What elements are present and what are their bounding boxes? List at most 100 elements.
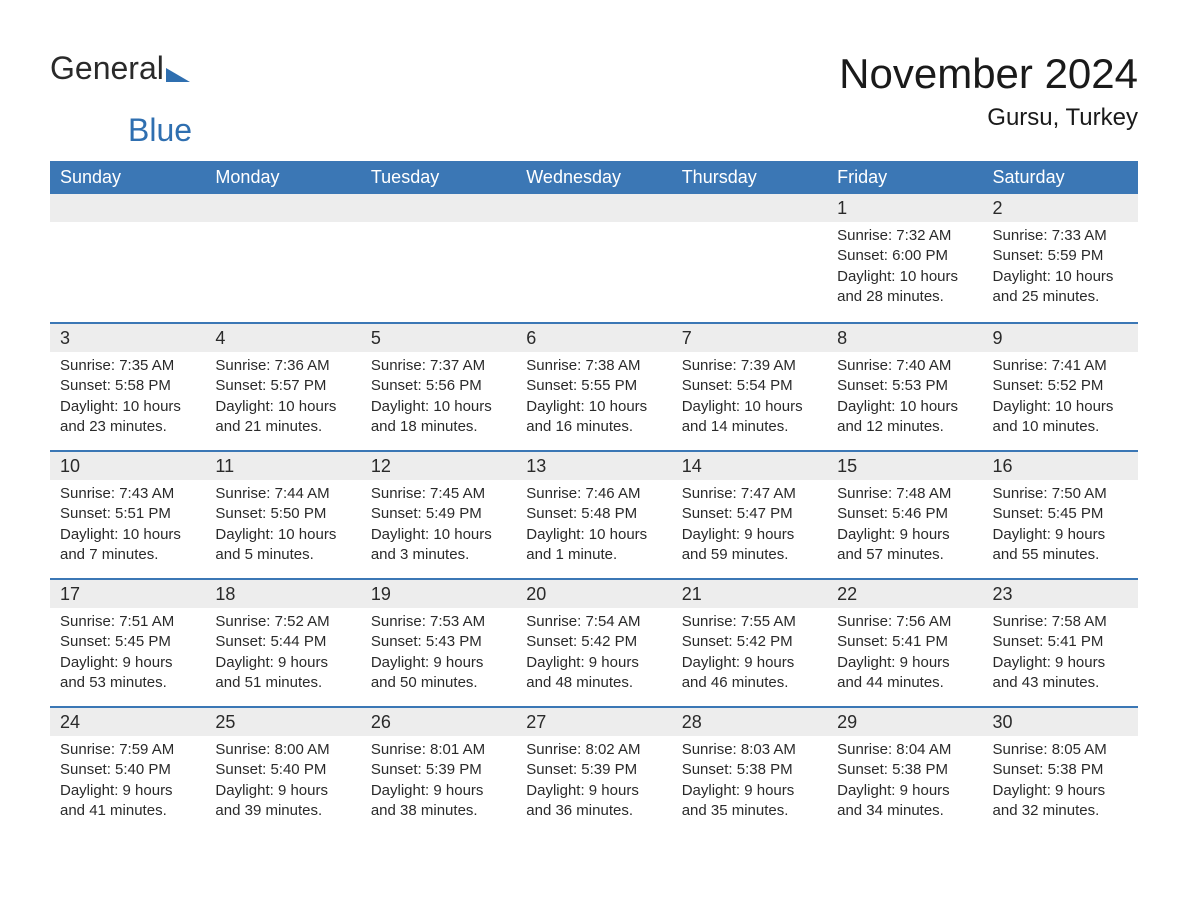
location-label: Gursu, Turkey	[839, 104, 1138, 132]
calendar-day-cell	[672, 194, 827, 322]
calendar-day-cell: 27Sunrise: 8:02 AMSunset: 5:39 PMDayligh…	[516, 706, 671, 834]
day-details: Sunrise: 8:04 AMSunset: 5:38 PMDaylight:…	[827, 736, 982, 827]
day-details: Sunrise: 7:41 AMSunset: 5:52 PMDaylight:…	[983, 352, 1138, 443]
calendar-day-cell	[516, 194, 671, 322]
empty-day-body	[361, 222, 516, 232]
calendar-day-cell: 7Sunrise: 7:39 AMSunset: 5:54 PMDaylight…	[672, 322, 827, 450]
sunset-line: Sunset: 6:00 PM	[837, 246, 972, 266]
day-details: Sunrise: 7:58 AMSunset: 5:41 PMDaylight:…	[983, 608, 1138, 699]
sunset-line: Sunset: 5:47 PM	[682, 504, 817, 524]
brand-triangle-icon	[166, 68, 190, 82]
calendar-table: Sunday Monday Tuesday Wednesday Thursday…	[50, 161, 1138, 834]
day-number: 9	[983, 322, 1138, 352]
day-details: Sunrise: 7:44 AMSunset: 5:50 PMDaylight:…	[205, 480, 360, 571]
sunrise-line: Sunrise: 7:46 AM	[526, 484, 661, 504]
day-number: 20	[516, 578, 671, 608]
daylight-line: Daylight: 9 hours and 59 minutes.	[682, 525, 817, 566]
day-number: 6	[516, 322, 671, 352]
daylight-line: Daylight: 9 hours and 43 minutes.	[993, 653, 1128, 694]
empty-day-body	[50, 222, 205, 232]
daylight-line: Daylight: 10 hours and 7 minutes.	[60, 525, 195, 566]
calendar-day-cell: 21Sunrise: 7:55 AMSunset: 5:42 PMDayligh…	[672, 578, 827, 706]
daylight-line: Daylight: 10 hours and 12 minutes.	[837, 397, 972, 438]
day-number: 24	[50, 706, 205, 736]
daylight-line: Daylight: 10 hours and 3 minutes.	[371, 525, 506, 566]
day-details: Sunrise: 7:35 AMSunset: 5:58 PMDaylight:…	[50, 352, 205, 443]
day-details: Sunrise: 7:50 AMSunset: 5:45 PMDaylight:…	[983, 480, 1138, 571]
sunset-line: Sunset: 5:59 PM	[993, 246, 1128, 266]
day-details: Sunrise: 7:56 AMSunset: 5:41 PMDaylight:…	[827, 608, 982, 699]
month-title: November 2024	[839, 50, 1138, 98]
day-details: Sunrise: 7:32 AMSunset: 6:00 PMDaylight:…	[827, 222, 982, 313]
day-details: Sunrise: 7:54 AMSunset: 5:42 PMDaylight:…	[516, 608, 671, 699]
day-number: 14	[672, 450, 827, 480]
calendar-day-cell	[205, 194, 360, 322]
day-number: 4	[205, 322, 360, 352]
sunset-line: Sunset: 5:46 PM	[837, 504, 972, 524]
sunrise-line: Sunrise: 7:39 AM	[682, 356, 817, 376]
day-details: Sunrise: 7:33 AMSunset: 5:59 PMDaylight:…	[983, 222, 1138, 313]
empty-day-body	[516, 222, 671, 232]
day-details: Sunrise: 7:36 AMSunset: 5:57 PMDaylight:…	[205, 352, 360, 443]
sunrise-line: Sunrise: 7:51 AM	[60, 612, 195, 632]
calendar-week-row: 10Sunrise: 7:43 AMSunset: 5:51 PMDayligh…	[50, 450, 1138, 578]
page: General November 2024 Gursu, Turkey Blue…	[0, 0, 1188, 864]
daylight-line: Daylight: 9 hours and 51 minutes.	[215, 653, 350, 694]
day-details: Sunrise: 8:05 AMSunset: 5:38 PMDaylight:…	[983, 736, 1138, 827]
daylight-line: Daylight: 9 hours and 48 minutes.	[526, 653, 661, 694]
sunrise-line: Sunrise: 7:41 AM	[993, 356, 1128, 376]
sunset-line: Sunset: 5:58 PM	[60, 376, 195, 396]
day-number: 2	[983, 194, 1138, 222]
daylight-line: Daylight: 9 hours and 32 minutes.	[993, 781, 1128, 822]
calendar-week-row: 3Sunrise: 7:35 AMSunset: 5:58 PMDaylight…	[50, 322, 1138, 450]
calendar-day-cell: 25Sunrise: 8:00 AMSunset: 5:40 PMDayligh…	[205, 706, 360, 834]
calendar-day-cell: 28Sunrise: 8:03 AMSunset: 5:38 PMDayligh…	[672, 706, 827, 834]
day-details: Sunrise: 7:40 AMSunset: 5:53 PMDaylight:…	[827, 352, 982, 443]
day-number: 15	[827, 450, 982, 480]
daylight-line: Daylight: 10 hours and 21 minutes.	[215, 397, 350, 438]
sunset-line: Sunset: 5:38 PM	[837, 760, 972, 780]
day-number: 5	[361, 322, 516, 352]
day-details: Sunrise: 8:00 AMSunset: 5:40 PMDaylight:…	[205, 736, 360, 827]
calendar-day-cell	[361, 194, 516, 322]
daylight-line: Daylight: 9 hours and 44 minutes.	[837, 653, 972, 694]
sunset-line: Sunset: 5:55 PM	[526, 376, 661, 396]
sunset-line: Sunset: 5:56 PM	[371, 376, 506, 396]
day-details: Sunrise: 7:47 AMSunset: 5:47 PMDaylight:…	[672, 480, 827, 571]
calendar-day-cell: 20Sunrise: 7:54 AMSunset: 5:42 PMDayligh…	[516, 578, 671, 706]
calendar-day-cell: 16Sunrise: 7:50 AMSunset: 5:45 PMDayligh…	[983, 450, 1138, 578]
calendar-day-cell: 30Sunrise: 8:05 AMSunset: 5:38 PMDayligh…	[983, 706, 1138, 834]
calendar-day-cell: 8Sunrise: 7:40 AMSunset: 5:53 PMDaylight…	[827, 322, 982, 450]
daylight-line: Daylight: 10 hours and 5 minutes.	[215, 525, 350, 566]
calendar-day-cell: 4Sunrise: 7:36 AMSunset: 5:57 PMDaylight…	[205, 322, 360, 450]
sunrise-line: Sunrise: 7:47 AM	[682, 484, 817, 504]
empty-day-body	[672, 222, 827, 232]
sunset-line: Sunset: 5:44 PM	[215, 632, 350, 652]
sunset-line: Sunset: 5:48 PM	[526, 504, 661, 524]
day-details: Sunrise: 7:51 AMSunset: 5:45 PMDaylight:…	[50, 608, 205, 699]
sunset-line: Sunset: 5:41 PM	[837, 632, 972, 652]
day-number: 28	[672, 706, 827, 736]
day-number: 8	[827, 322, 982, 352]
sunrise-line: Sunrise: 7:59 AM	[60, 740, 195, 760]
daylight-line: Daylight: 9 hours and 55 minutes.	[993, 525, 1128, 566]
day-number: 11	[205, 450, 360, 480]
day-details: Sunrise: 8:03 AMSunset: 5:38 PMDaylight:…	[672, 736, 827, 827]
day-number: 23	[983, 578, 1138, 608]
calendar-day-cell: 10Sunrise: 7:43 AMSunset: 5:51 PMDayligh…	[50, 450, 205, 578]
calendar-day-cell: 29Sunrise: 8:04 AMSunset: 5:38 PMDayligh…	[827, 706, 982, 834]
empty-day-top	[672, 194, 827, 222]
daylight-line: Daylight: 9 hours and 41 minutes.	[60, 781, 195, 822]
sunrise-line: Sunrise: 7:53 AM	[371, 612, 506, 632]
day-details: Sunrise: 8:02 AMSunset: 5:39 PMDaylight:…	[516, 736, 671, 827]
calendar-day-cell: 11Sunrise: 7:44 AMSunset: 5:50 PMDayligh…	[205, 450, 360, 578]
sunrise-line: Sunrise: 7:44 AM	[215, 484, 350, 504]
sunrise-line: Sunrise: 7:38 AM	[526, 356, 661, 376]
calendar-day-cell: 18Sunrise: 7:52 AMSunset: 5:44 PMDayligh…	[205, 578, 360, 706]
sunset-line: Sunset: 5:43 PM	[371, 632, 506, 652]
sunset-line: Sunset: 5:38 PM	[682, 760, 817, 780]
sunrise-line: Sunrise: 7:56 AM	[837, 612, 972, 632]
daylight-line: Daylight: 10 hours and 16 minutes.	[526, 397, 661, 438]
daylight-line: Daylight: 9 hours and 50 minutes.	[371, 653, 506, 694]
sunrise-line: Sunrise: 8:05 AM	[993, 740, 1128, 760]
